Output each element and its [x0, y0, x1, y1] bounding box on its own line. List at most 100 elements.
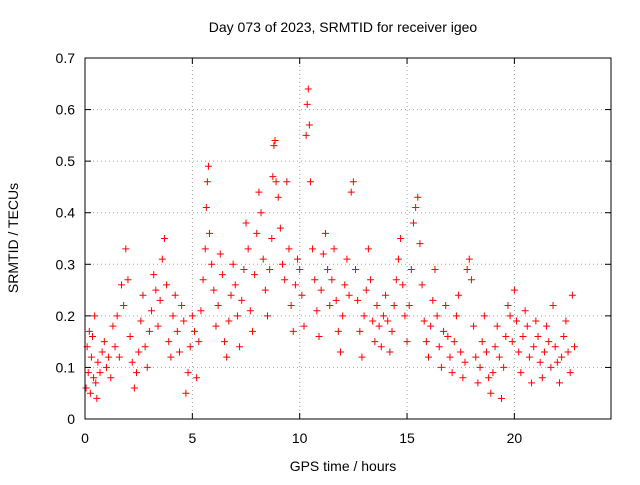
data-point — [495, 353, 503, 361]
data-point — [91, 312, 99, 320]
data-point — [279, 260, 287, 268]
data-point — [190, 327, 198, 335]
data-point — [562, 317, 570, 325]
data-point — [294, 255, 302, 263]
data-point — [238, 296, 246, 304]
data-point — [111, 343, 119, 351]
data-point — [515, 348, 523, 356]
x-tick-label: 0 — [81, 430, 89, 446]
data-point — [240, 265, 248, 273]
data-point — [188, 312, 196, 320]
data-point — [397, 235, 405, 242]
data-point — [375, 322, 383, 330]
data-point — [371, 338, 379, 346]
y-tick-label: 0.4 — [56, 205, 76, 221]
data-point — [135, 348, 143, 356]
data-point — [457, 348, 465, 356]
data-point — [528, 379, 536, 387]
data-point — [197, 307, 205, 315]
data-point — [425, 353, 433, 361]
data-point — [229, 260, 237, 268]
data-point — [330, 245, 338, 253]
data-point — [367, 276, 375, 284]
data-point — [201, 245, 209, 253]
x-axis-title: GPS time / hours — [290, 458, 397, 474]
y-tick-label: 0.3 — [56, 256, 76, 272]
data-point — [126, 332, 134, 340]
data-point — [171, 291, 179, 299]
data-point — [93, 394, 101, 402]
data-point — [328, 276, 336, 284]
data-point — [105, 353, 113, 361]
data-point — [169, 312, 177, 320]
x-tick-label: 20 — [507, 430, 523, 446]
data-point — [302, 131, 310, 139]
data-point — [276, 224, 284, 232]
data-point — [84, 369, 92, 377]
data-point — [364, 245, 372, 253]
data-point — [336, 348, 344, 356]
data-point — [467, 276, 475, 284]
data-point — [128, 358, 136, 366]
data-point — [450, 338, 458, 346]
data-point — [356, 327, 364, 335]
y-tick-label: 0.6 — [56, 102, 76, 118]
plot-frame — [84, 57, 612, 420]
data-point — [349, 178, 357, 186]
data-point — [405, 302, 413, 310]
data-point — [461, 358, 469, 366]
data-point — [407, 265, 415, 273]
data-point — [122, 245, 130, 253]
data-point — [173, 327, 181, 335]
data-point — [115, 353, 123, 361]
data-point — [175, 348, 183, 356]
data-point — [343, 255, 351, 263]
data-point — [384, 317, 392, 325]
data-point — [317, 286, 325, 294]
data-point — [287, 302, 295, 310]
data-point — [382, 291, 390, 299]
data-point — [269, 173, 277, 181]
data-point — [271, 137, 279, 145]
data-point — [534, 332, 542, 340]
data-point — [283, 178, 291, 186]
data-point — [158, 255, 166, 263]
data-point — [444, 332, 452, 340]
data-point — [100, 338, 108, 346]
data-point — [130, 384, 138, 392]
data-point — [216, 250, 224, 258]
data-point — [90, 374, 98, 382]
data-point — [487, 389, 495, 397]
data-point — [102, 363, 110, 371]
data-point — [409, 219, 417, 227]
data-point — [545, 338, 553, 346]
data-point — [472, 353, 480, 361]
data-point — [150, 271, 158, 279]
data-point — [193, 374, 201, 382]
data-point — [422, 338, 430, 346]
data-point — [255, 188, 263, 196]
data-point — [508, 338, 516, 346]
data-point — [221, 338, 229, 346]
data-point — [313, 307, 321, 315]
data-point — [195, 338, 203, 346]
data-point — [373, 302, 381, 310]
data-point — [446, 353, 454, 361]
data-point — [498, 394, 506, 402]
data-point — [305, 121, 313, 129]
data-point — [412, 204, 420, 212]
data-point — [180, 317, 188, 325]
data-point — [145, 327, 153, 335]
data-point — [210, 286, 218, 294]
data-point — [390, 302, 398, 310]
data-point — [549, 302, 557, 310]
data-point — [566, 369, 574, 377]
data-point — [459, 374, 467, 382]
data-point — [551, 343, 559, 351]
data-point — [133, 369, 141, 377]
data-point — [536, 358, 544, 366]
data-point — [369, 317, 377, 325]
data-point — [236, 343, 244, 351]
y-tick-label: 0.1 — [56, 359, 76, 375]
